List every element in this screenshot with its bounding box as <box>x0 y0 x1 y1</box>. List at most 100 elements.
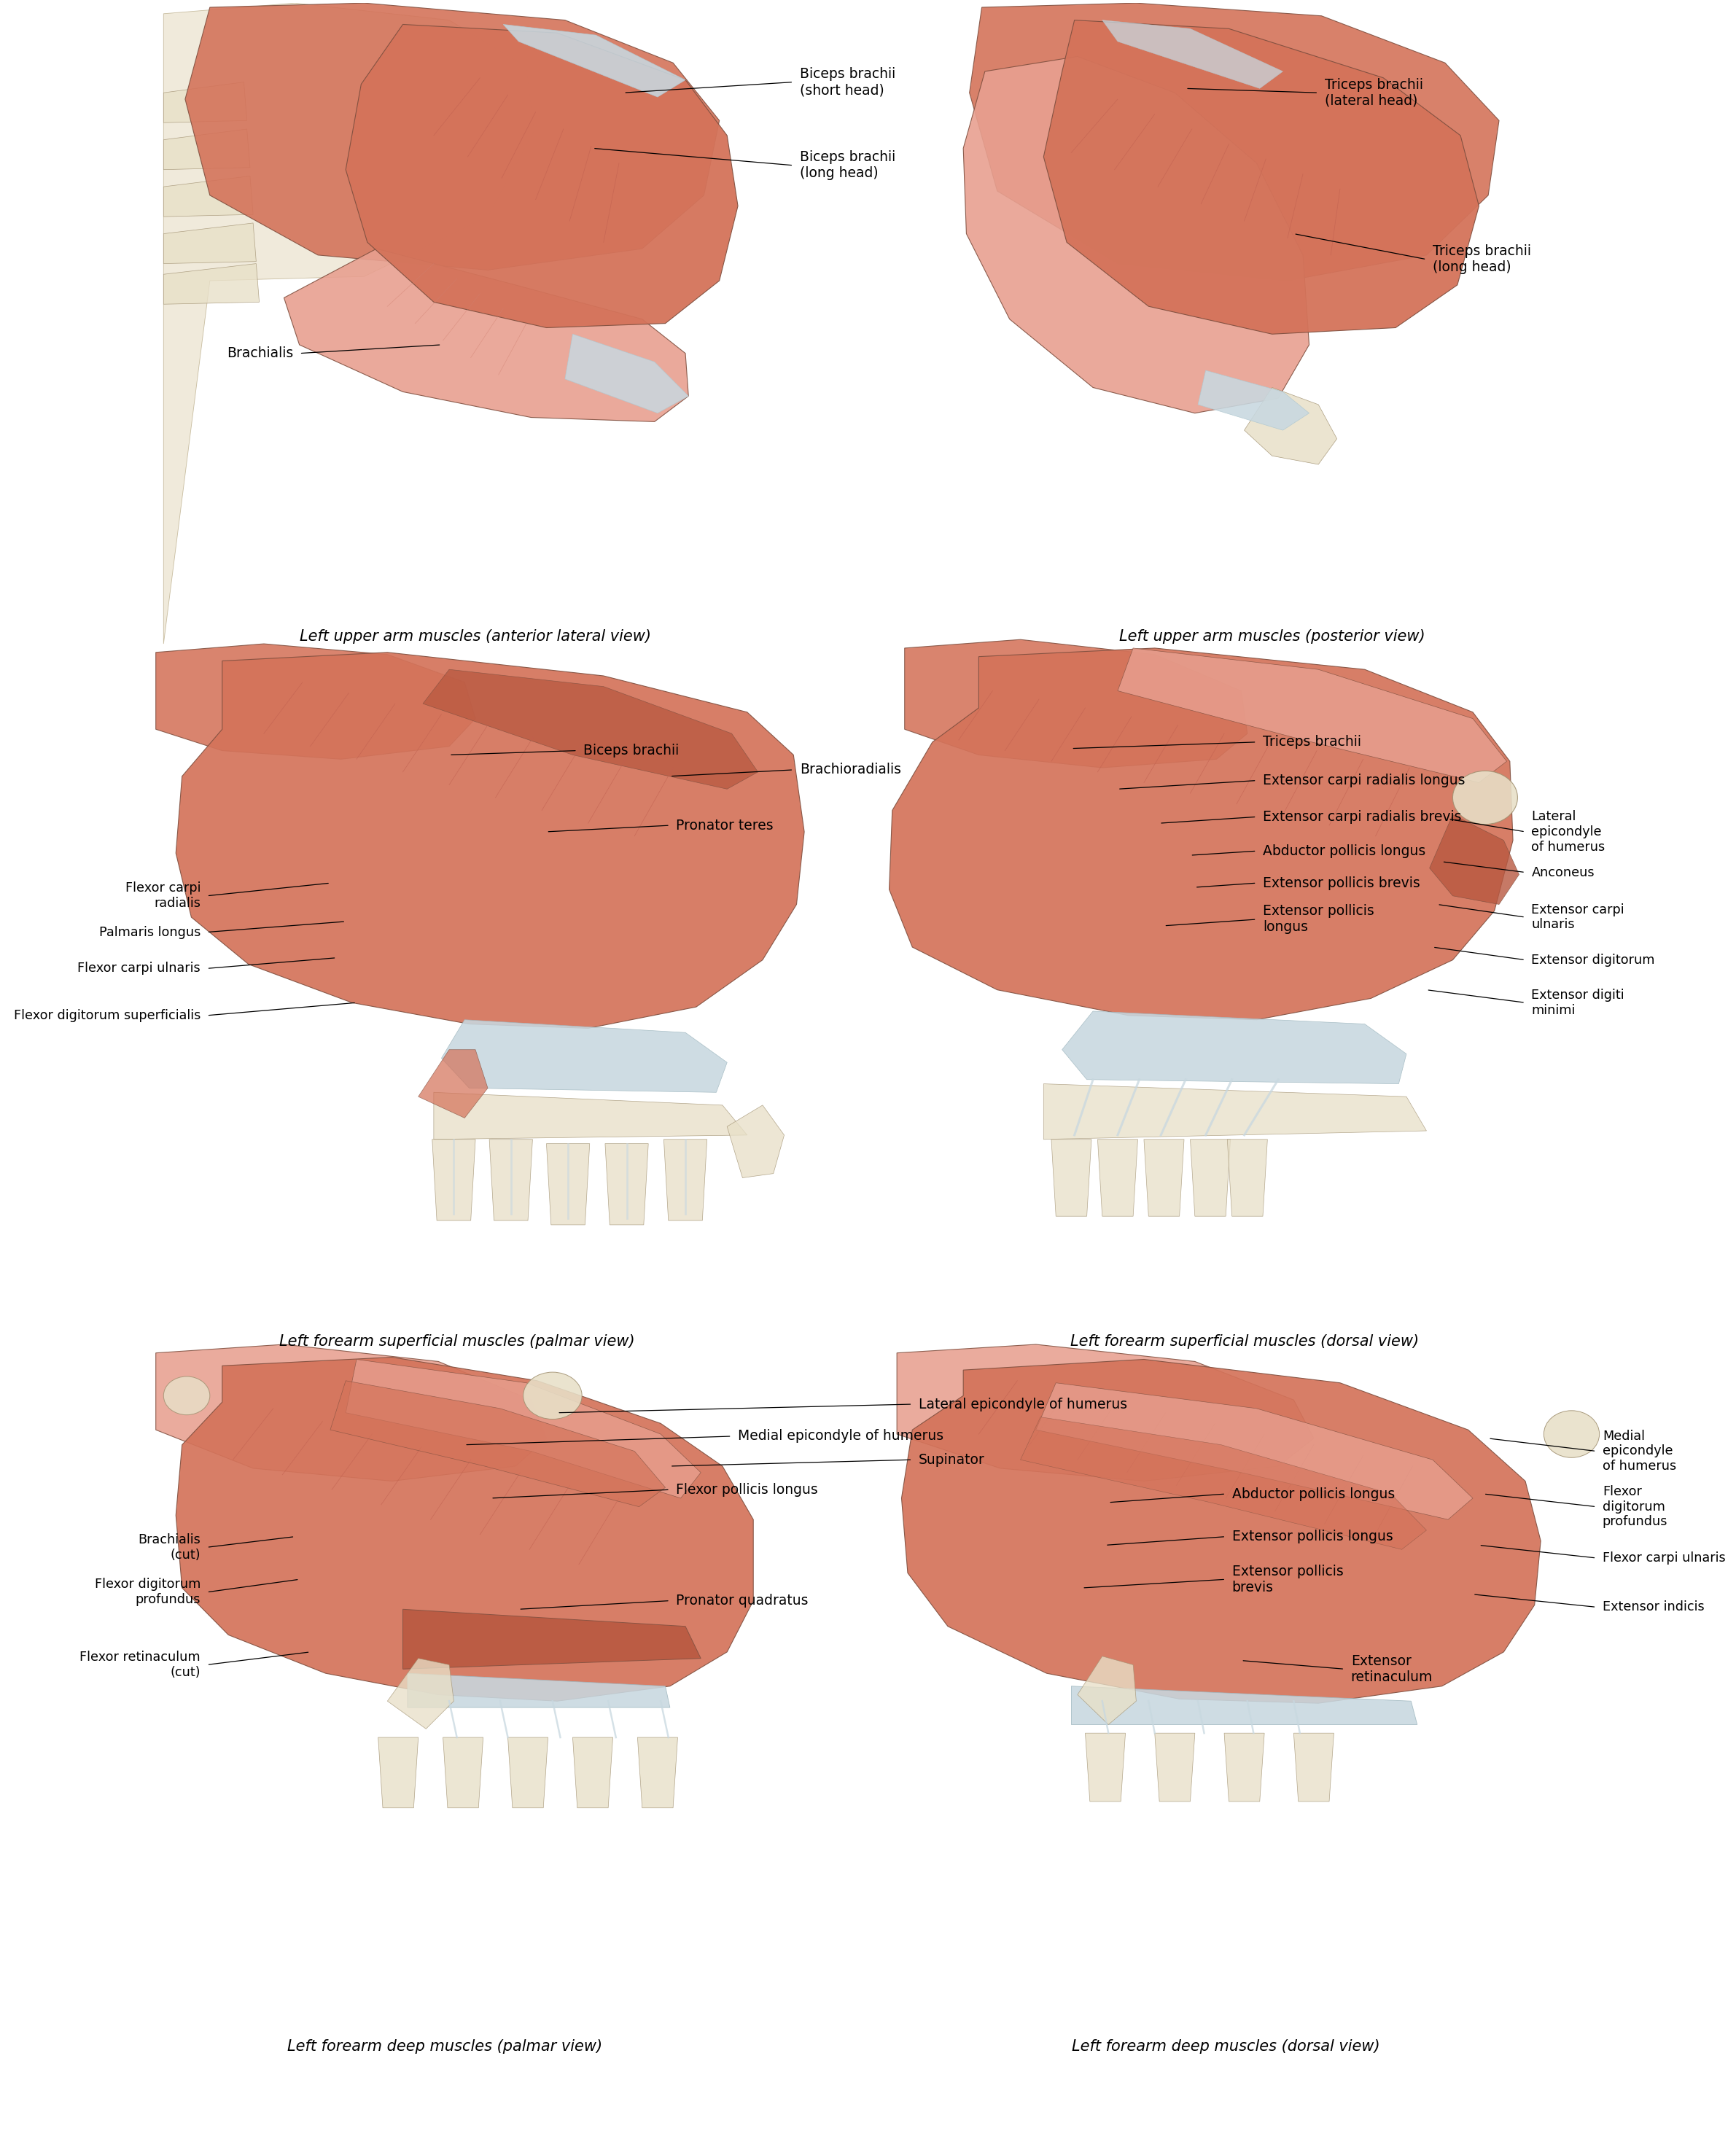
Polygon shape <box>564 334 689 413</box>
Polygon shape <box>1245 388 1337 465</box>
Text: Extensor
retinaculum: Extensor retinaculum <box>1351 1654 1432 1684</box>
Text: Brachialis
(cut): Brachialis (cut) <box>139 1534 201 1562</box>
Polygon shape <box>1085 1733 1125 1801</box>
Text: Extensor carpi radialis brevis: Extensor carpi radialis brevis <box>1262 810 1462 825</box>
Polygon shape <box>387 1658 453 1729</box>
Polygon shape <box>1071 1686 1417 1724</box>
Text: Anconeus: Anconeus <box>1531 865 1595 878</box>
Polygon shape <box>1102 19 1283 88</box>
Text: Biceps brachii
(long head): Biceps brachii (long head) <box>800 150 896 180</box>
Polygon shape <box>156 645 476 758</box>
Text: Left forearm deep muscles (palmar view): Left forearm deep muscles (palmar view) <box>286 2039 602 2054</box>
Polygon shape <box>1144 1140 1184 1217</box>
Polygon shape <box>1429 814 1519 904</box>
Polygon shape <box>1052 1140 1092 1217</box>
Polygon shape <box>175 1358 753 1701</box>
Polygon shape <box>509 1737 549 1808</box>
Text: Left forearm deep muscles (dorsal view): Left forearm deep muscles (dorsal view) <box>1071 2039 1380 2054</box>
Polygon shape <box>1043 1084 1427 1140</box>
Polygon shape <box>901 1360 1542 1703</box>
Polygon shape <box>163 2 535 645</box>
Text: Extensor pollicis longus: Extensor pollicis longus <box>1233 1529 1392 1544</box>
Polygon shape <box>904 640 1248 767</box>
Text: Extensor digitorum: Extensor digitorum <box>1531 953 1654 966</box>
Polygon shape <box>637 1737 677 1808</box>
Polygon shape <box>163 263 259 304</box>
Polygon shape <box>547 1144 590 1225</box>
Text: Triceps brachii
(long head): Triceps brachii (long head) <box>1432 244 1531 274</box>
Polygon shape <box>163 176 253 216</box>
Text: Lateral
epicondyle
of humerus: Lateral epicondyle of humerus <box>1531 810 1606 853</box>
Polygon shape <box>663 1140 707 1221</box>
Text: Flexor carpi ulnaris: Flexor carpi ulnaris <box>78 962 201 975</box>
Polygon shape <box>163 129 250 169</box>
Polygon shape <box>378 1737 418 1808</box>
Text: Brachialis: Brachialis <box>227 347 293 360</box>
Polygon shape <box>441 1020 727 1092</box>
Text: Brachioradialis: Brachioradialis <box>800 763 901 778</box>
Text: Flexor digitorum superficialis: Flexor digitorum superficialis <box>14 1009 201 1022</box>
Text: Abductor pollicis longus: Abductor pollicis longus <box>1262 844 1425 859</box>
Text: Extensor carpi
ulnaris: Extensor carpi ulnaris <box>1531 904 1625 932</box>
Polygon shape <box>345 24 738 328</box>
Polygon shape <box>503 24 686 96</box>
Text: Palmaris longus: Palmaris longus <box>99 925 201 938</box>
Text: Left upper arm muscles (posterior view): Left upper arm muscles (posterior view) <box>1120 630 1425 645</box>
Polygon shape <box>1078 1656 1135 1724</box>
Text: Medial epicondyle of humerus: Medial epicondyle of humerus <box>738 1429 944 1444</box>
Polygon shape <box>1227 1140 1267 1217</box>
Text: Triceps brachii
(lateral head): Triceps brachii (lateral head) <box>1325 77 1424 107</box>
Text: Left forearm superficial muscles (palmar view): Left forearm superficial muscles (palmar… <box>279 1334 635 1349</box>
Ellipse shape <box>1543 1412 1599 1457</box>
Polygon shape <box>418 1050 488 1118</box>
Polygon shape <box>432 1140 476 1221</box>
Text: Extensor carpi radialis longus: Extensor carpi radialis longus <box>1262 773 1465 788</box>
Text: Flexor retinaculum
(cut): Flexor retinaculum (cut) <box>80 1651 201 1679</box>
Polygon shape <box>330 1382 665 1506</box>
Polygon shape <box>186 2 719 270</box>
Text: Medial
epicondyle
of humerus: Medial epicondyle of humerus <box>1602 1429 1677 1474</box>
Text: Left upper arm muscles (anterior lateral view): Left upper arm muscles (anterior lateral… <box>300 630 651 645</box>
Text: Biceps brachii
(short head): Biceps brachii (short head) <box>800 66 896 96</box>
Polygon shape <box>1097 1140 1137 1217</box>
Polygon shape <box>434 1092 746 1140</box>
Polygon shape <box>898 1345 1314 1480</box>
Polygon shape <box>156 1345 547 1480</box>
Text: Extensor pollicis
longus: Extensor pollicis longus <box>1262 904 1375 934</box>
Text: Extensor pollicis
brevis: Extensor pollicis brevis <box>1233 1564 1344 1594</box>
Text: Flexor pollicis longus: Flexor pollicis longus <box>675 1482 818 1497</box>
Polygon shape <box>889 649 1514 1020</box>
Ellipse shape <box>1453 771 1517 825</box>
Polygon shape <box>1043 19 1479 334</box>
Polygon shape <box>1224 1733 1264 1801</box>
Polygon shape <box>285 248 689 422</box>
Text: Biceps brachii: Biceps brachii <box>583 743 679 758</box>
Text: Extensor digiti
minimi: Extensor digiti minimi <box>1531 987 1625 1017</box>
Polygon shape <box>606 1144 648 1225</box>
Polygon shape <box>1062 1011 1406 1084</box>
Polygon shape <box>490 1140 533 1221</box>
Polygon shape <box>443 1737 483 1808</box>
Text: Flexor
digitorum
profundus: Flexor digitorum profundus <box>1602 1484 1668 1529</box>
Polygon shape <box>963 56 1309 413</box>
Polygon shape <box>345 1360 701 1497</box>
Polygon shape <box>1293 1733 1333 1801</box>
Ellipse shape <box>163 1377 210 1416</box>
Text: Lateral epicondyle of humerus: Lateral epicondyle of humerus <box>918 1397 1127 1412</box>
Text: Extensor pollicis brevis: Extensor pollicis brevis <box>1262 876 1420 889</box>
Polygon shape <box>1036 1384 1472 1519</box>
Polygon shape <box>969 2 1498 281</box>
Polygon shape <box>403 1609 701 1669</box>
Polygon shape <box>408 1673 670 1707</box>
Polygon shape <box>1191 1140 1231 1217</box>
Text: Supinator: Supinator <box>918 1452 984 1467</box>
Polygon shape <box>1118 649 1507 782</box>
Polygon shape <box>424 670 759 788</box>
Polygon shape <box>573 1737 613 1808</box>
Text: Flexor carpi ulnaris: Flexor carpi ulnaris <box>1602 1551 1726 1564</box>
Polygon shape <box>727 1105 785 1178</box>
Polygon shape <box>1198 371 1309 431</box>
Polygon shape <box>1021 1418 1427 1549</box>
Text: Pronator teres: Pronator teres <box>675 818 774 833</box>
Text: Abductor pollicis longus: Abductor pollicis longus <box>1233 1487 1394 1502</box>
